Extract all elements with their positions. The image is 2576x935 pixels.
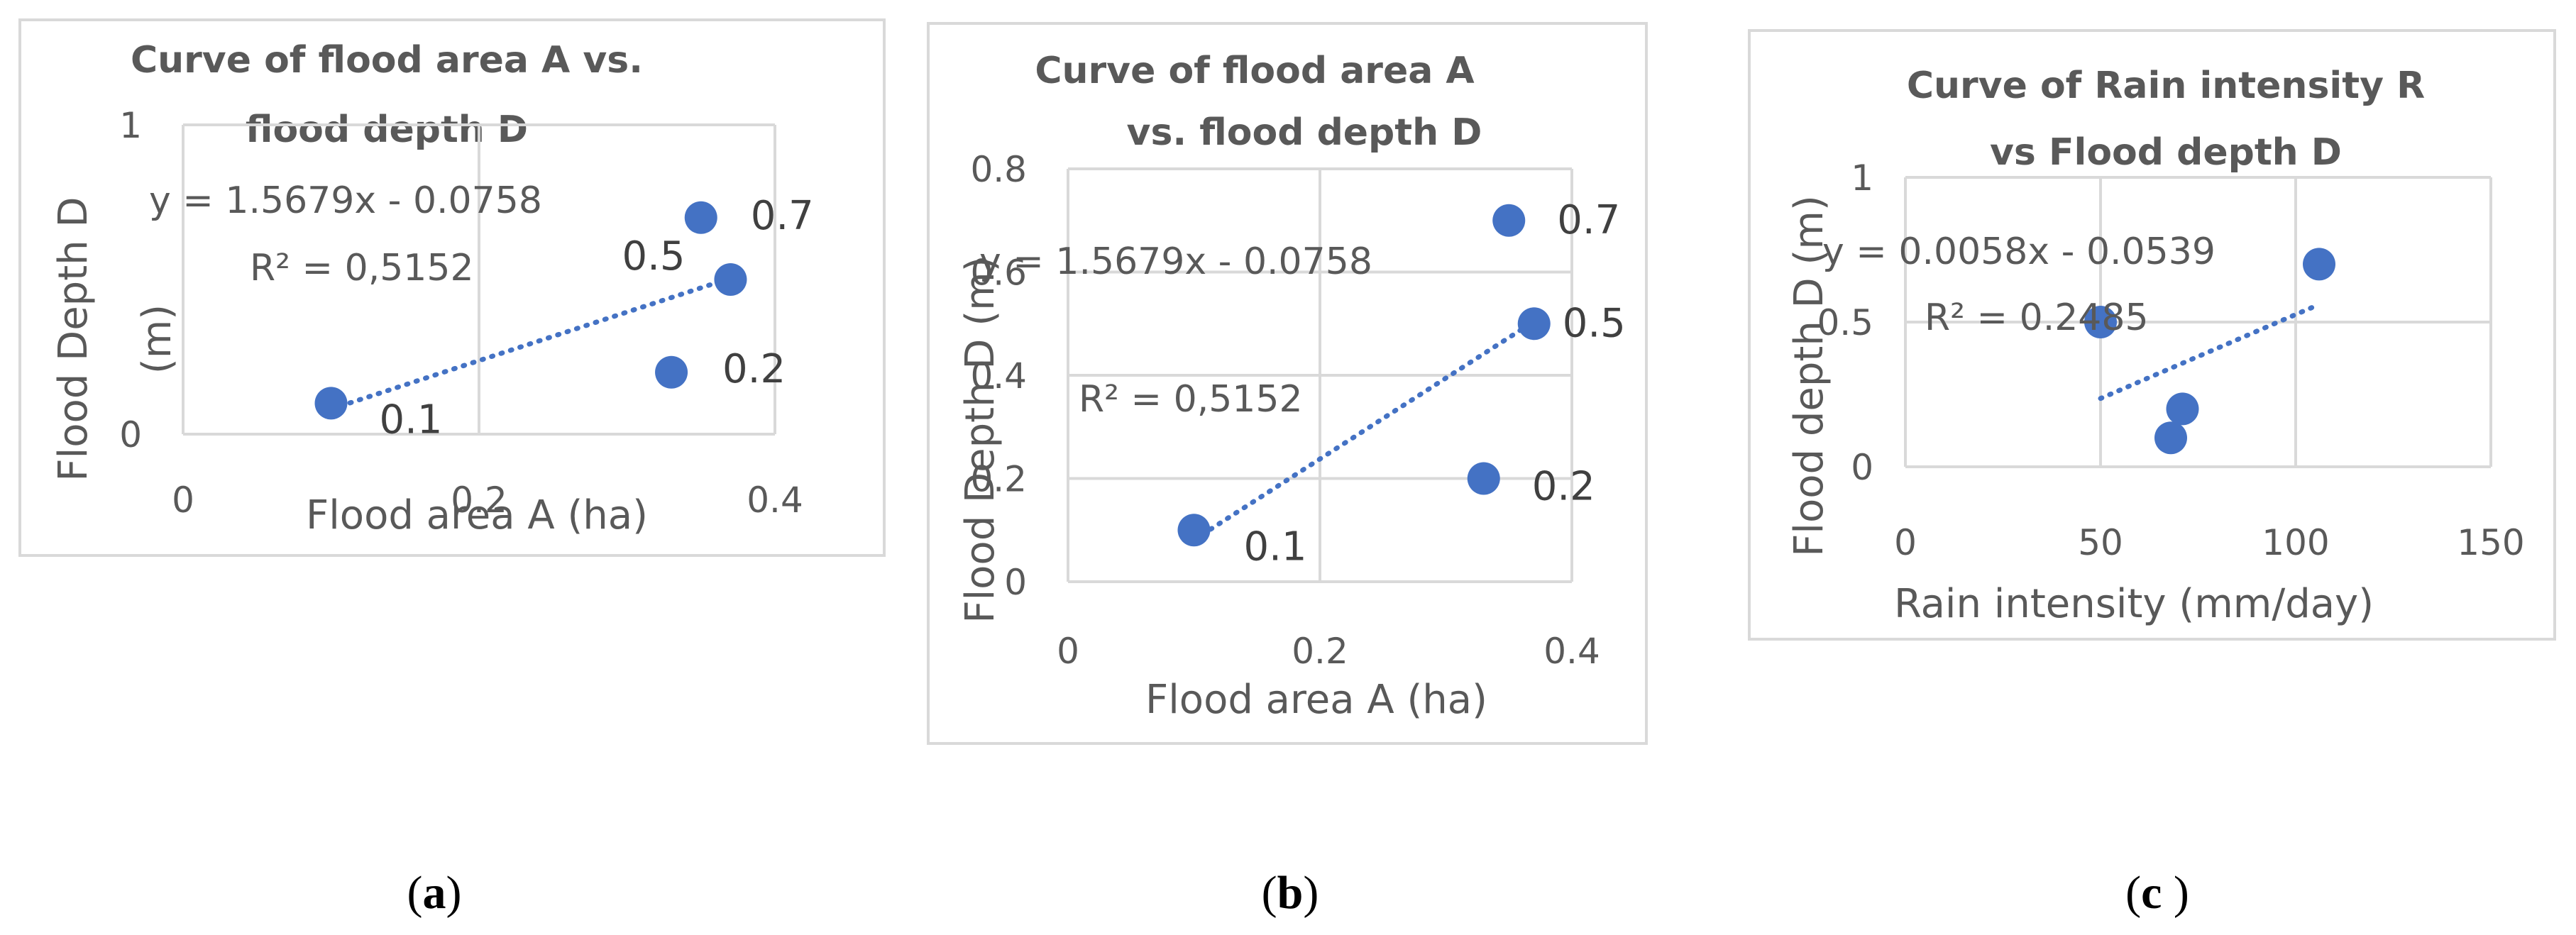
- chart-c-points: [2084, 248, 2335, 455]
- chart-b-y-axis-label: Flood Depth D (m): [957, 256, 1003, 623]
- chart-b-title-line-2: vs. flood depth D: [1127, 111, 1482, 154]
- y-tick-label: 0: [1851, 447, 1873, 488]
- trendline: [2098, 301, 2322, 402]
- data-point: [314, 387, 348, 420]
- caption-a: (a): [407, 867, 462, 919]
- x-tick-label: 0: [1057, 631, 1079, 672]
- chart-a-title-line-1: Curve of flood area A vs.: [131, 39, 643, 82]
- data-label: 0.2: [1532, 464, 1595, 510]
- trendline: [1191, 319, 1537, 543]
- chart-c-r-squared: R² = 0.2485: [1925, 297, 2149, 339]
- chart-b-trendline-group: [1191, 319, 1537, 543]
- x-tick-label: 0.2: [451, 480, 507, 521]
- chart-a-points: 0.1 0.2 0.7 0.5: [314, 193, 814, 443]
- chart-a-r-squared: R² = 0,5152: [250, 247, 474, 289]
- chart-b-points: 0.1 0.2 0.7 0.5: [1177, 197, 1626, 570]
- y-tick-label: 1: [1851, 157, 1873, 199]
- data-point: [684, 201, 717, 234]
- chart-a-y-tick-labels: 01: [119, 105, 142, 455]
- chart-b-title-line-1: Curve of flood area A: [1035, 50, 1474, 92]
- chart-a: Curve of flood area A vs. flood depth D …: [18, 18, 886, 557]
- chart-c-y-tick-labels: 00.51: [1817, 157, 1873, 488]
- chart-a-x-axis-label: Flood area A (ha): [306, 492, 648, 538]
- trendline: [329, 275, 733, 412]
- y-tick-label: 0.6: [970, 253, 1027, 294]
- chart-a-trend-equation: y = 1.5679x - 0.0758: [149, 179, 542, 222]
- data-label: 0.5: [1563, 300, 1626, 346]
- data-point: [2084, 306, 2117, 338]
- data-point: [714, 263, 747, 296]
- x-tick-label: 150: [2457, 522, 2524, 563]
- y-tick-label: 0.8: [970, 149, 1027, 190]
- chart-c-title-line-2: vs Flood depth D: [1990, 131, 2342, 174]
- caption-c: (c ): [2125, 867, 2189, 919]
- chart-c-trendline-group: [2098, 301, 2322, 402]
- caption-b: (b): [1262, 867, 1319, 919]
- chart-b-y-tick-labels: 0 0.2 0.4 0.6 0.8: [970, 149, 1027, 603]
- x-tick-label: 100: [2262, 522, 2329, 563]
- data-label: 0.1: [1244, 524, 1307, 570]
- chart-c-y-axis-label: Flood depth D (m): [1786, 195, 1832, 557]
- data-label: 0.7: [751, 193, 814, 239]
- y-tick-label: 1: [119, 105, 142, 146]
- chart-b-r-squared: R² = 0,5152: [1079, 378, 1303, 421]
- chart-b-x-tick-labels: 0 0.2 0.4: [1057, 631, 1600, 672]
- data-point: [1517, 307, 1551, 341]
- chart-a-y-axis-label-line-1: Flood Depth D: [50, 197, 97, 481]
- y-tick-label: 0: [119, 414, 142, 455]
- chart-a-frame: [18, 18, 886, 557]
- chart-c-title-line-1: Curve of Rain intensity R: [1907, 65, 2425, 107]
- data-label: 0.2: [722, 346, 786, 392]
- y-tick-label: 0.2: [970, 459, 1027, 500]
- data-point: [1492, 204, 1526, 237]
- chart-a-title-line-2: flood depth D: [246, 109, 528, 151]
- x-tick-label: 50: [2078, 522, 2123, 563]
- data-point: [1467, 462, 1500, 495]
- data-point: [1177, 514, 1211, 547]
- chart-c: Curve of Rain intensity R vs Flood depth…: [1748, 29, 2556, 641]
- data-label: 0.1: [380, 397, 443, 443]
- chart-a-gridlines: [182, 123, 776, 436]
- y-tick-label: 0: [1004, 562, 1027, 603]
- x-tick-label: 0.2: [1292, 631, 1348, 672]
- y-tick-label: 0.4: [970, 355, 1027, 397]
- chart-c-frame: [1748, 29, 2556, 641]
- chart-b-trend-equation: y = 1.5679x - 0.0758: [979, 240, 1372, 283]
- data-label: 0.7: [1557, 197, 1620, 243]
- chart-a-x-tick-labels: 0 0.2 0.4: [172, 480, 803, 521]
- chart-b-frame: [927, 22, 1648, 745]
- chart-a-trendline-group: [329, 275, 733, 412]
- data-point: [655, 355, 688, 389]
- x-tick-label: 0: [1894, 522, 1917, 563]
- data-point: [2154, 421, 2187, 455]
- chart-c-x-tick-labels: 0 50 100 150: [1894, 522, 2525, 563]
- data-label: 0.5: [622, 233, 685, 280]
- data-point: [2166, 392, 2199, 426]
- chart-c-trend-equation: y = 0.0058x - 0.0539: [1822, 231, 2216, 273]
- x-tick-label: 0: [172, 480, 194, 521]
- chart-b: Curve of flood area A vs. flood depth D …: [927, 22, 1648, 745]
- x-tick-label: 0.4: [747, 480, 803, 521]
- chart-a-y-axis-label-line-2: (m): [134, 304, 180, 374]
- data-point: [2303, 248, 2335, 281]
- y-tick-label: 0.5: [1817, 302, 1873, 343]
- x-tick-label: 0.4: [1543, 631, 1600, 672]
- chart-c-x-axis-label: Rain intensity (mm/day): [1894, 581, 2374, 627]
- chart-b-x-axis-label: Flood area A (ha): [1145, 677, 1487, 723]
